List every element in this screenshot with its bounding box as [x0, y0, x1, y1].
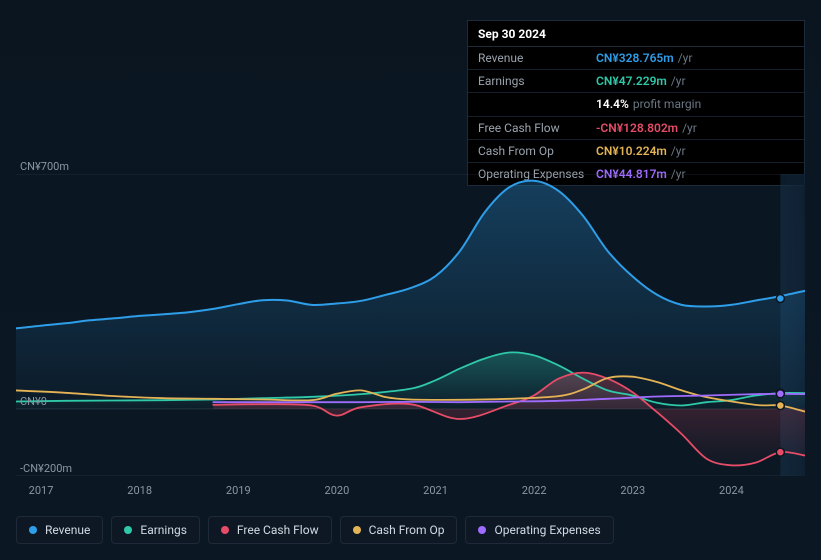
legend-dot-icon: [124, 526, 132, 534]
marker-revenue: [776, 294, 784, 302]
legend-label: Revenue: [45, 523, 90, 537]
chart-area: [16, 174, 805, 476]
tooltip-row-suffix: profit margin: [633, 97, 701, 111]
tooltip-row-suffix: /yr: [671, 144, 686, 158]
chart-legend: Revenue Earnings Free Cash Flow Cash From O…: [16, 516, 614, 544]
x-tick-label: 2017: [29, 484, 54, 497]
legend-label: Operating Expenses: [494, 523, 600, 537]
x-tick-label: 2024: [719, 484, 744, 497]
y-tick-label: CN¥0: [20, 395, 47, 408]
marker-opex: [776, 390, 784, 398]
x-tick-label: 2021: [423, 484, 448, 497]
legend-dot-icon: [29, 526, 37, 534]
tooltip-rows: RevenueCN¥328.765m/yrEarningsCN¥47.229m/…: [468, 47, 804, 185]
legend-item-cfo[interactable]: Cash From Op: [340, 516, 458, 544]
x-tick-label: 2019: [226, 484, 251, 497]
legend-label: Earnings: [140, 523, 187, 537]
y-tick-label: CN¥700m: [20, 160, 69, 173]
financial-chart-panel: Sep 30 2024 RevenueCN¥328.765m/yrEarning…: [0, 0, 821, 560]
legend-dot-icon: [478, 526, 486, 534]
x-tick-label: 2022: [522, 484, 547, 497]
tooltip-row: RevenueCN¥328.765m/yr: [468, 47, 804, 70]
tooltip-row-value: CN¥10.224m: [596, 144, 667, 158]
area-revenue: [16, 181, 805, 409]
tooltip-row-suffix: /yr: [682, 121, 697, 135]
y-tick-label: -CN¥200m: [20, 462, 72, 475]
legend-item-earnings[interactable]: Earnings: [111, 516, 200, 544]
tooltip-row-value: 14.4%: [596, 97, 629, 111]
legend-label: Free Cash Flow: [237, 523, 319, 537]
legend-item-fcf[interactable]: Free Cash Flow: [208, 516, 332, 544]
tooltip-row-value: CN¥47.229m: [596, 74, 667, 88]
tooltip-row-value: -CN¥128.802m: [596, 121, 678, 135]
tooltip-row-suffix: /yr: [678, 51, 693, 65]
tooltip-row-value: CN¥328.765m: [596, 51, 674, 65]
legend-dot-icon: [353, 526, 361, 534]
tooltip-row: 14.4% profit margin: [468, 93, 804, 116]
tooltip-row: EarningsCN¥47.229m/yr: [468, 70, 804, 93]
legend-label: Cash From Op: [369, 523, 445, 537]
tooltip-row-label: Free Cash Flow: [478, 120, 596, 136]
tooltip-row: Cash From OpCN¥10.224m/yr: [468, 140, 804, 163]
marker-fcf: [776, 448, 784, 456]
tooltip-date: Sep 30 2024: [468, 21, 804, 47]
chart-tooltip: Sep 30 2024 RevenueCN¥328.765m/yrEarning…: [467, 20, 805, 186]
tooltip-row: Free Cash Flow-CN¥128.802m/yr: [468, 117, 804, 140]
tooltip-row-label: [478, 96, 596, 112]
tooltip-row-label: Earnings: [478, 73, 596, 89]
x-tick-label: 2020: [325, 484, 350, 497]
x-tick-label: 2023: [620, 484, 645, 497]
tooltip-row-label: Revenue: [478, 50, 596, 66]
tooltip-row-suffix: /yr: [671, 74, 686, 88]
legend-item-opex[interactable]: Operating Expenses: [465, 516, 613, 544]
marker-cfo: [776, 402, 784, 410]
x-tick-label: 2018: [127, 484, 152, 497]
tooltip-row-label: Cash From Op: [478, 143, 596, 159]
legend-item-revenue[interactable]: Revenue: [16, 516, 103, 544]
chart-area-fills: [16, 181, 805, 466]
legend-dot-icon: [221, 526, 229, 534]
